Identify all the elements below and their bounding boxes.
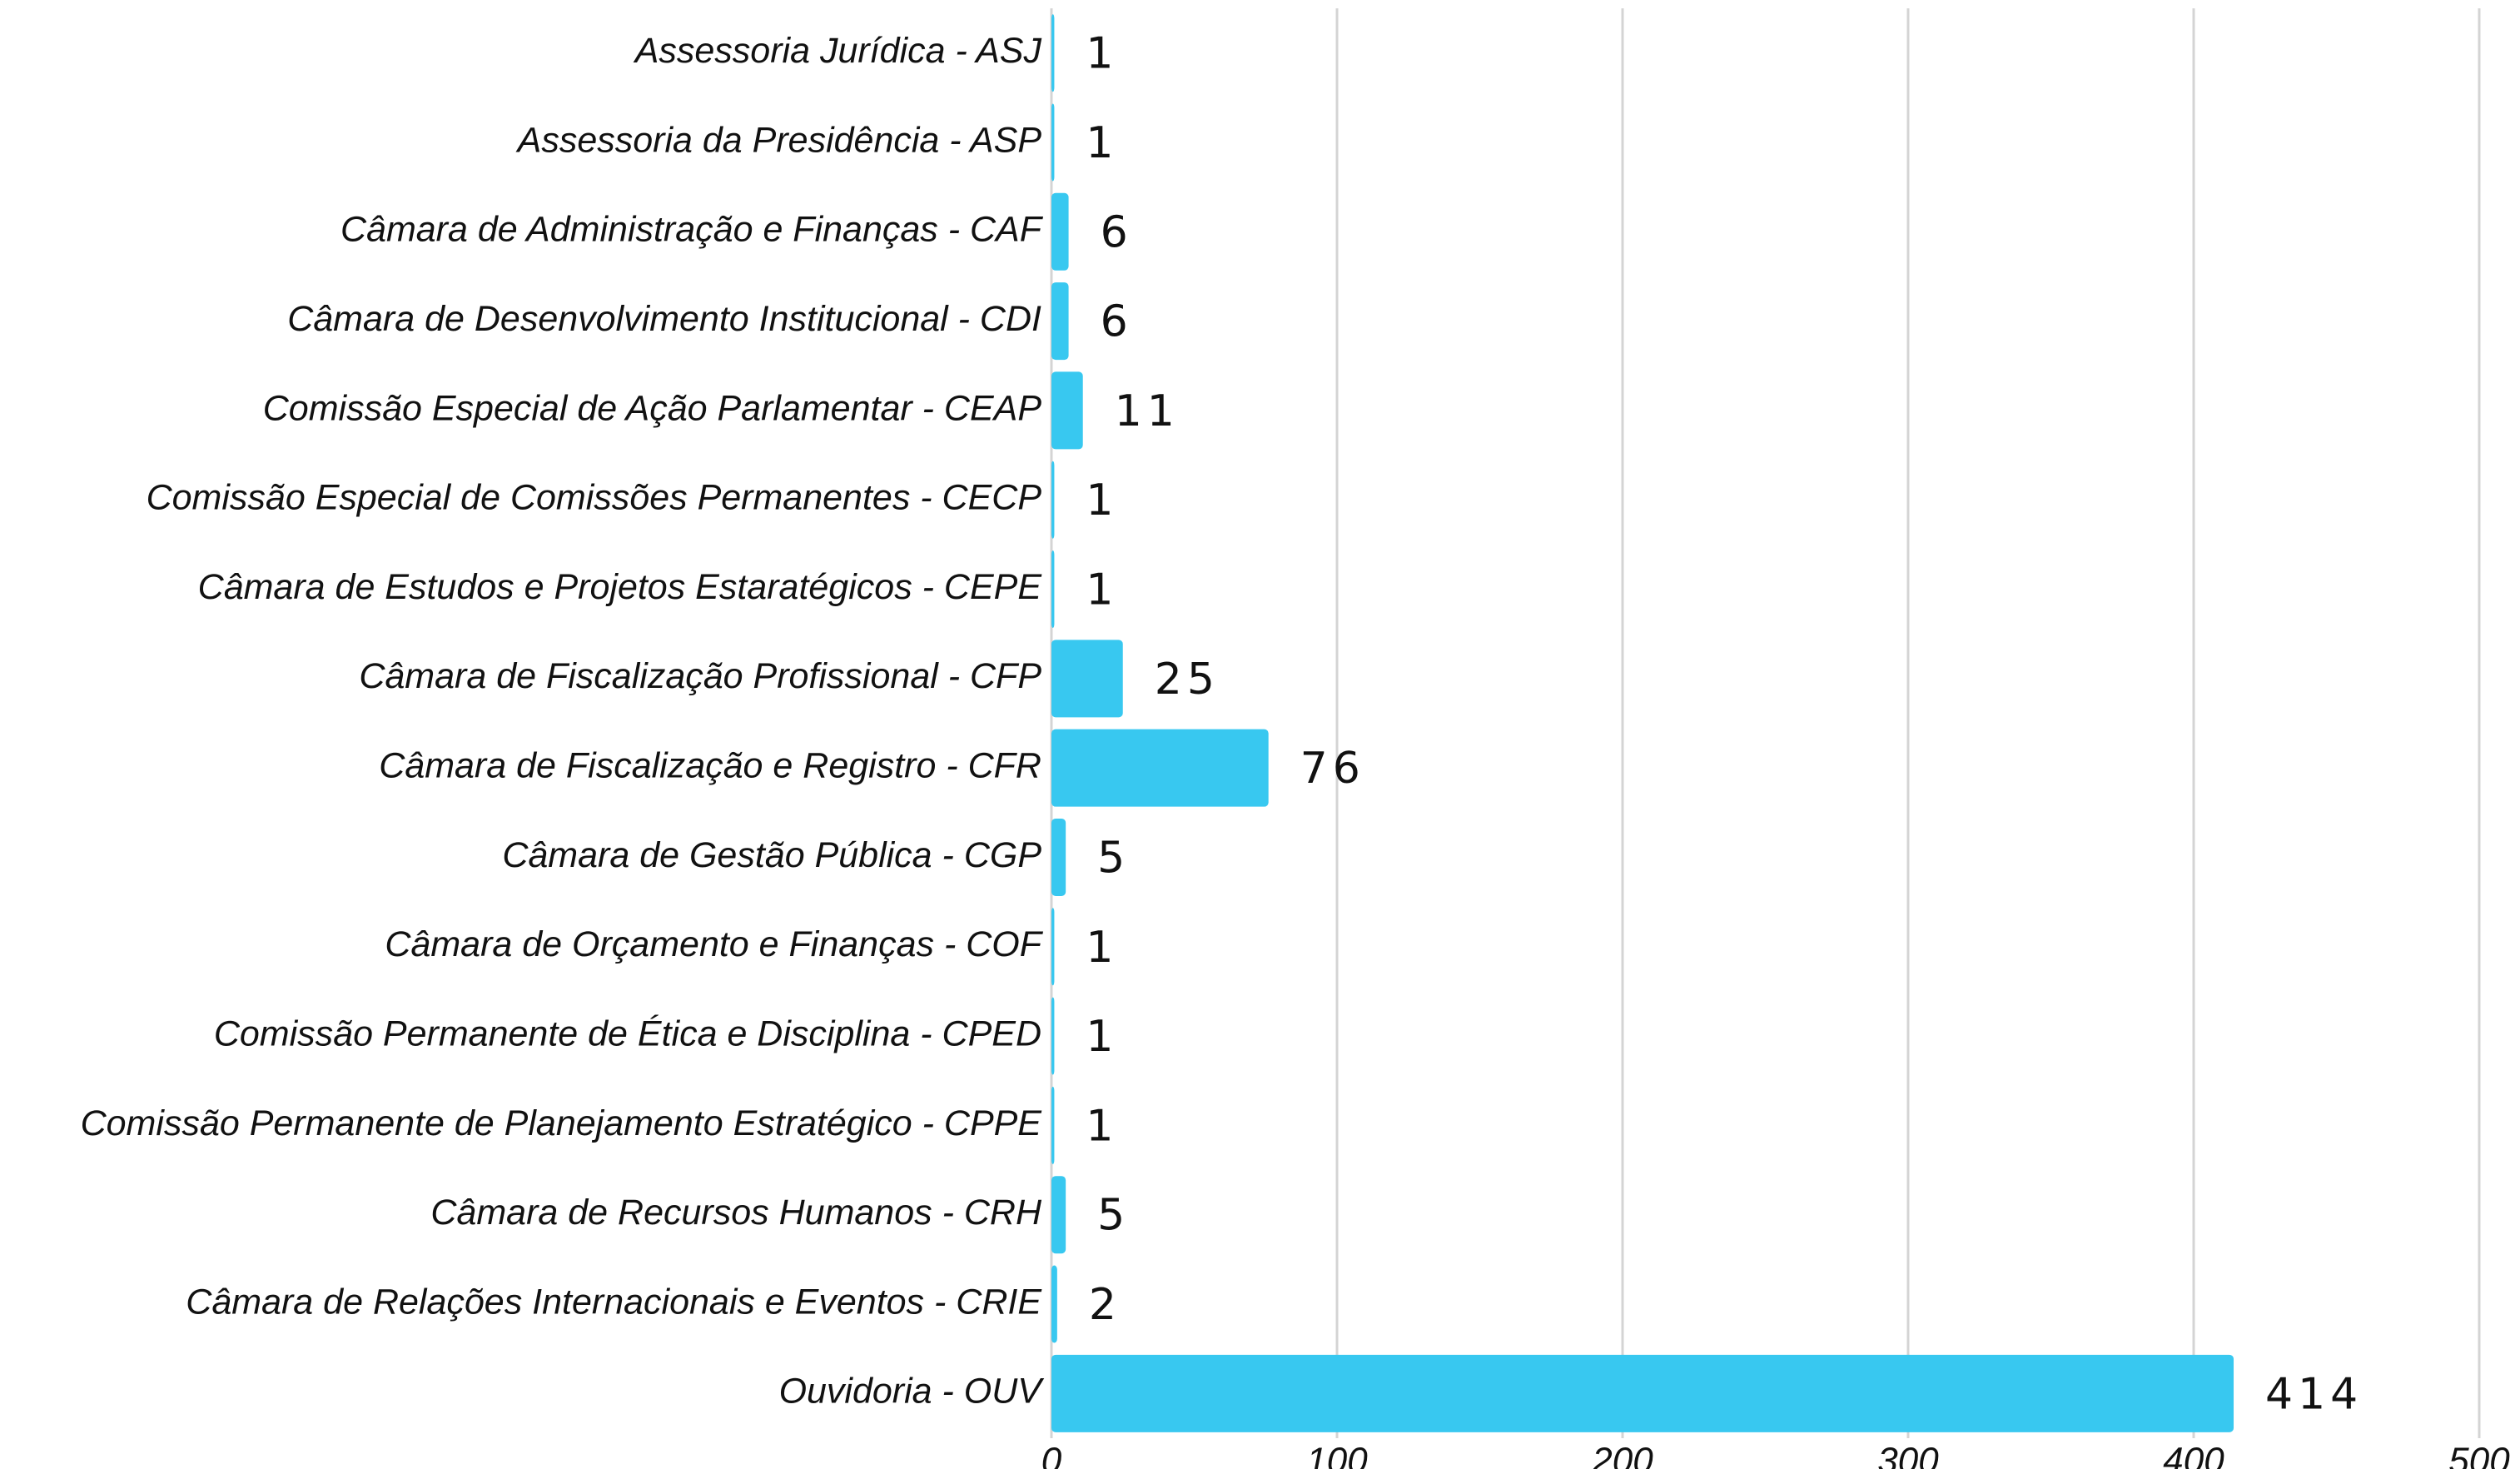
x-tick-label: 0 bbox=[1041, 1441, 1062, 1469]
value-label: 1 bbox=[1086, 565, 1118, 615]
x-tick-label: 300 bbox=[1877, 1441, 1939, 1469]
category-label: Comissão Especial de Ação Parlamentar - … bbox=[263, 388, 1042, 428]
category-label: Câmara de Gestão Pública - CGP bbox=[502, 835, 1041, 875]
bar bbox=[1051, 103, 1055, 182]
value-label: 76 bbox=[1300, 744, 1365, 794]
bar bbox=[1051, 1265, 1057, 1343]
bar bbox=[1051, 14, 1055, 92]
category-label: Câmara de Administração e Finanças - CAF bbox=[340, 210, 1044, 250]
value-label: 1 bbox=[1086, 923, 1118, 973]
x-tick-label: 100 bbox=[1306, 1441, 1368, 1469]
category-label: Assessoria Jurídica - ASJ bbox=[633, 31, 1042, 71]
value-label: 5 bbox=[1097, 1191, 1130, 1241]
bar bbox=[1051, 729, 1269, 807]
bar bbox=[1051, 192, 1069, 271]
bar bbox=[1051, 1354, 2234, 1432]
value-label: 5 bbox=[1097, 833, 1130, 883]
category-label: Câmara de Fiscalização e Registro - CFR bbox=[379, 746, 1041, 786]
x-tick-label: 200 bbox=[1591, 1441, 1653, 1469]
category-label: Ouvidoria - OUV bbox=[779, 1372, 1046, 1412]
bar bbox=[1051, 908, 1055, 986]
category-label: Câmara de Fiscalização Profissional - CF… bbox=[359, 656, 1041, 696]
bar bbox=[1051, 640, 1123, 718]
category-label: Comissão Permanente de Planejamento Estr… bbox=[81, 1103, 1043, 1143]
bar bbox=[1051, 282, 1069, 361]
category-label: Câmara de Orçamento e Finanças - COF bbox=[385, 924, 1043, 964]
value-label: 2 bbox=[1089, 1280, 1121, 1330]
value-label: 11 bbox=[1115, 386, 1180, 436]
category-label: Câmara de Estudos e Projetos Estaratégic… bbox=[198, 567, 1043, 607]
value-label: 6 bbox=[1101, 207, 1133, 257]
bar bbox=[1051, 1176, 1066, 1254]
category-label: Assessoria da Presidência - ASP bbox=[515, 120, 1042, 160]
category-label: Câmara de Relações Internacionais e Even… bbox=[186, 1282, 1042, 1322]
category-label: Comissão Especial de Comissões Permanent… bbox=[147, 478, 1042, 518]
category-label: Câmara de Recursos Humanos - CRH bbox=[430, 1193, 1042, 1232]
bar bbox=[1051, 997, 1055, 1075]
bar bbox=[1051, 818, 1066, 896]
bar bbox=[1051, 550, 1055, 629]
x-tick-label: 500 bbox=[2448, 1441, 2510, 1469]
value-label: 25 bbox=[1155, 655, 1220, 705]
bar bbox=[1051, 1086, 1055, 1164]
value-label: 6 bbox=[1101, 297, 1133, 347]
value-label: 1 bbox=[1086, 1101, 1118, 1151]
bar bbox=[1051, 371, 1083, 450]
value-label: 1 bbox=[1086, 118, 1118, 168]
bar bbox=[1051, 461, 1055, 539]
value-label: 1 bbox=[1086, 29, 1118, 79]
value-label: 1 bbox=[1086, 1012, 1118, 1062]
value-label: 1 bbox=[1086, 476, 1118, 525]
category-label: Comissão Permanente de Ética e Disciplin… bbox=[214, 1013, 1041, 1053]
category-label: Câmara de Desenvolvimento Institucional … bbox=[287, 299, 1041, 339]
value-label: 414 bbox=[2265, 1369, 2363, 1419]
x-tick-label: 400 bbox=[2163, 1441, 2224, 1469]
